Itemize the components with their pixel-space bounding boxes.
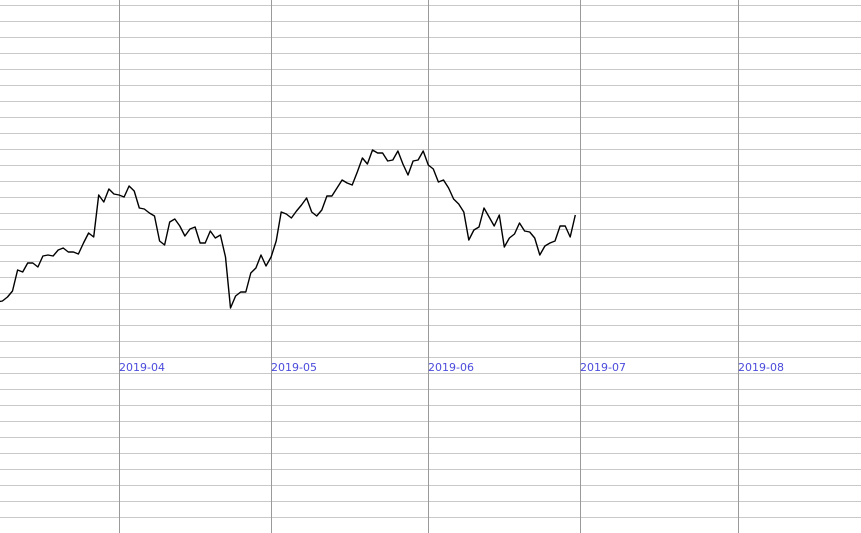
vertical-gridlines [119, 0, 739, 533]
x-tick-label: 2019-04 [119, 361, 165, 374]
series-layer [0, 149, 576, 309]
x-tick-label: 2019-05 [271, 361, 317, 374]
x-tick-label: 2019-06 [428, 361, 474, 374]
horizontal-gridlines [0, 5, 861, 518]
series-line [0, 149, 576, 309]
x-tick-label: 2019-07 [580, 361, 626, 374]
x-tick-label: 2019-08 [738, 361, 784, 374]
